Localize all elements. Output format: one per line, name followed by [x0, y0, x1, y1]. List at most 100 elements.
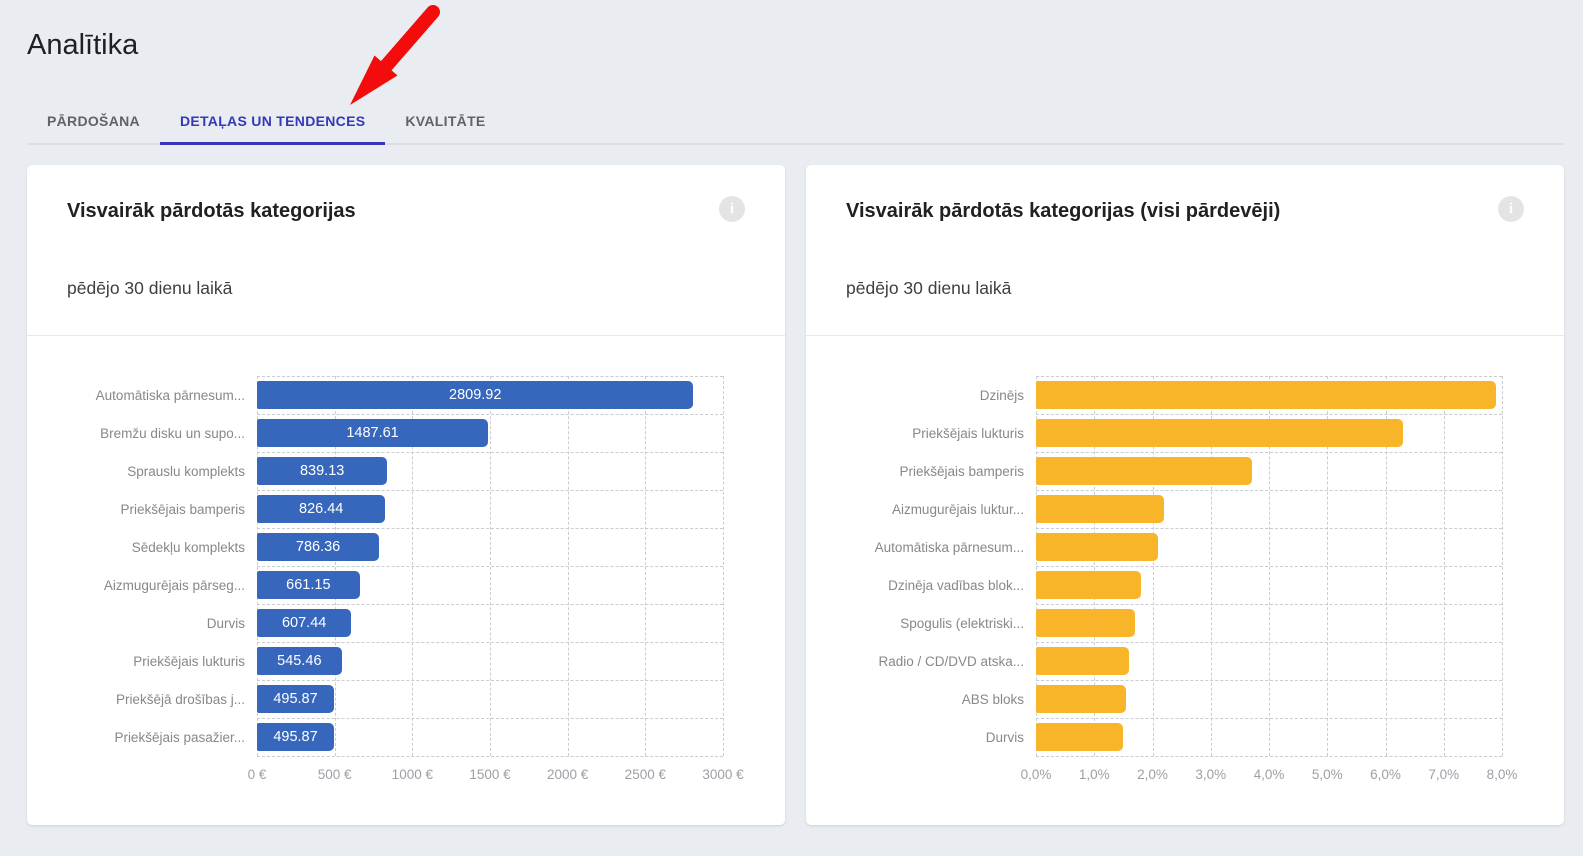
- bar[interactable]: 495.87: [257, 723, 335, 751]
- card-title: Visvairāk pārdotās kategorijas: [67, 200, 356, 222]
- axis-tick-label: 500 €: [317, 767, 352, 782]
- bar-value-label: 1487.61: [346, 425, 399, 441]
- axis-tick-label: 4,0%: [1253, 767, 1285, 782]
- bar-chart-top-categories-all-sellers: Dzinējs Priekšējais lukturis Priekšējais b…: [806, 336, 1564, 790]
- bar[interactable]: 495.87: [257, 685, 335, 713]
- category-label: Durvis: [206, 615, 245, 631]
- category-axis: Automātiska pārnesum... Bremžu disku un s…: [67, 376, 257, 790]
- bar[interactable]: [1036, 609, 1136, 637]
- cards-row: Visvairāk pārdotās kategorijas i pēdējo …: [27, 165, 1564, 825]
- bar-row: [1036, 642, 1502, 680]
- category-label: Radio / CD/DVD atska...: [878, 653, 1024, 669]
- tab-detalas-un-tendences[interactable]: DETAĻAS UN TENDENCES: [159, 100, 386, 145]
- bar[interactable]: 1487.61: [257, 419, 489, 447]
- bar-row: 839.13: [257, 452, 723, 490]
- gridline-horizontal: [257, 718, 723, 719]
- card-top-categories-all-sellers: Visvairāk pārdotās kategorijas (visi pār…: [806, 165, 1564, 825]
- gridline-horizontal: [257, 604, 723, 605]
- bar-row: [1036, 680, 1502, 718]
- bar[interactable]: [1036, 495, 1165, 523]
- gridline-horizontal: [1036, 566, 1502, 567]
- gridline-horizontal: [1036, 376, 1502, 377]
- gridline-horizontal: [257, 376, 723, 377]
- gridline-horizontal: [1036, 490, 1502, 491]
- bar[interactable]: 2809.92: [257, 381, 694, 409]
- gridline-horizontal: [257, 414, 723, 415]
- chart-body: Dzinējs Priekšējais lukturis Priekšējais b…: [846, 376, 1524, 790]
- gridline-horizontal: [257, 566, 723, 567]
- value-axis: 0,0% 1,0% 2,0% 3,0% 4,0% 5,0% 6,0% 7,0% 8,0%: [1021, 756, 1518, 790]
- axis-tick-label: 3,0%: [1195, 767, 1227, 782]
- bar[interactable]: 607.44: [257, 609, 352, 637]
- gridline-horizontal: [1036, 756, 1502, 757]
- bar[interactable]: [1036, 571, 1141, 599]
- bar-value-label: 607.44: [281, 615, 327, 631]
- gridline-horizontal: [1036, 718, 1502, 719]
- info-icon[interactable]: i: [1498, 196, 1524, 222]
- bar-row: [1036, 414, 1502, 452]
- gridline-horizontal: [1036, 452, 1502, 453]
- category-label: Sprauslu komplekts: [127, 463, 245, 479]
- tab-label: DETAĻAS UN TENDENCES: [179, 113, 366, 129]
- tab-bar: PĀRDOŠANA DETAĻAS UN TENDENCES KVALITĀTE: [27, 100, 1564, 145]
- grid: [1036, 376, 1503, 757]
- card-subtitle: pēdējo 30 dienu laikā: [67, 278, 233, 298]
- gridline-horizontal: [1036, 414, 1502, 415]
- info-icon[interactable]: i: [719, 196, 745, 222]
- bar[interactable]: 661.15: [257, 571, 360, 599]
- bar[interactable]: [1036, 457, 1252, 485]
- chart-body: Automātiska pārnesum... Bremžu disku un s…: [67, 376, 745, 790]
- bar-row: 607.44: [257, 604, 723, 642]
- bar[interactable]: 786.36: [257, 533, 380, 561]
- card-title: Visvairāk pārdotās kategorijas (visi pār…: [846, 200, 1281, 222]
- axis-tick-label: 1000 €: [391, 767, 433, 782]
- axis-tick-label: 0,0%: [1020, 767, 1052, 782]
- bar-row: [1036, 452, 1502, 490]
- tab-label: PĀRDOŠANA: [47, 113, 140, 129]
- red-arrow-icon: [350, 5, 440, 105]
- value-axis: 0 € 500 € 1000 € 1500 € 2000 € 2500 € 3000 €: [248, 756, 744, 790]
- bar[interactable]: [1036, 685, 1127, 713]
- category-label: Priekšējais bamperis: [120, 501, 245, 517]
- bar-value-label: 826.44: [299, 501, 344, 517]
- grid: [257, 376, 724, 757]
- bar[interactable]: [1036, 533, 1159, 561]
- axis-tick-label: 6,0%: [1370, 767, 1401, 782]
- tab-pardosana[interactable]: PĀRDOŠANA: [27, 100, 160, 143]
- card-top-categories: Visvairāk pārdotās kategorijas i pēdējo …: [27, 165, 785, 825]
- gridline-horizontal: [257, 528, 723, 529]
- category-label: Sēdekļu komplekts: [131, 539, 245, 555]
- axis-tick-label: 0 €: [247, 767, 267, 782]
- page-title: Analītika: [27, 29, 139, 61]
- bar[interactable]: [1036, 647, 1130, 675]
- bar[interactable]: 545.46: [257, 647, 342, 675]
- bar[interactable]: [1036, 419, 1403, 447]
- bar[interactable]: [1036, 723, 1124, 751]
- tab-kvalitate[interactable]: KVALITĀTE: [385, 100, 505, 143]
- bar-value-label: 2809.92: [449, 387, 502, 403]
- bar-row: 2809.92: [257, 376, 723, 414]
- card-divider: [27, 335, 785, 336]
- axis-tick-label: 2,0%: [1137, 767, 1168, 782]
- bar-value-label: 495.87: [273, 729, 318, 745]
- bar-row: [1036, 376, 1502, 414]
- category-label: Dzinēja vadības blok...: [888, 577, 1024, 593]
- axis-tick-label: 1,0%: [1078, 767, 1110, 782]
- bar[interactable]: [1036, 381, 1497, 409]
- bar-row: [1036, 490, 1502, 528]
- gridline-horizontal: [257, 756, 723, 757]
- info-glyph: i: [1508, 200, 1514, 217]
- bar[interactable]: 839.13: [257, 457, 388, 485]
- tab-label: KVALITĀTE: [405, 113, 486, 129]
- gridline-vertical: [723, 376, 724, 756]
- bar[interactable]: 826.44: [257, 495, 386, 523]
- bar-value-label: 661.15: [286, 577, 331, 593]
- bar-row: [1036, 528, 1502, 566]
- category-label: Aizmugurējais pārseg...: [103, 577, 245, 593]
- bar-row: 786.36: [257, 528, 723, 566]
- axis-tick-label: 2000 €: [547, 767, 589, 782]
- category-label: Priekšējais lukturis: [133, 653, 245, 669]
- info-glyph: i: [729, 200, 735, 217]
- category-label: Priekšējā drošības j...: [115, 691, 245, 707]
